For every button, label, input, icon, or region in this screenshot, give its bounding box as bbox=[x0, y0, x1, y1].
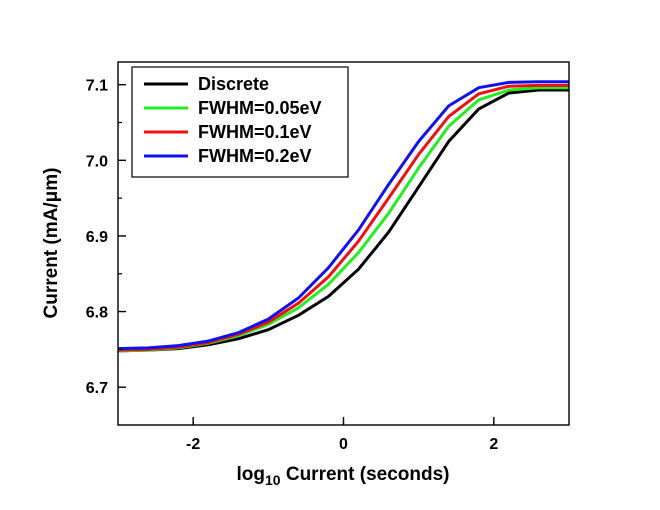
y-tick-label: 6.9 bbox=[86, 229, 108, 246]
y-tick-label: 6.8 bbox=[86, 305, 108, 322]
series-line-3 bbox=[117, 80, 569, 351]
y-tick-label: 7.0 bbox=[86, 153, 108, 170]
x-axis-title-subscript: 10 bbox=[265, 472, 281, 488]
plot-lines bbox=[117, 80, 569, 353]
y-tick-label: 7.1 bbox=[86, 78, 108, 95]
x-tick-label: 0 bbox=[339, 436, 348, 453]
x-axis-title-rest: Current (seconds) bbox=[281, 464, 450, 485]
legend-label-3: FWHM=0.2eV bbox=[198, 146, 312, 166]
legend-label-2: FWHM=0.1eV bbox=[198, 122, 312, 142]
legend-label-1: FWHM=0.05eV bbox=[198, 98, 322, 118]
x-tick-label: -2 bbox=[186, 436, 200, 453]
y-axis-title: Current (mA/μm) bbox=[41, 168, 62, 319]
x-tick-label: 2 bbox=[489, 436, 498, 453]
y-tick-label: 6.7 bbox=[86, 380, 108, 397]
x-axis-title-main: log bbox=[237, 464, 266, 485]
x-axis-title: log10 Current (seconds) bbox=[237, 464, 450, 488]
legend: Discrete FWHM=0.05eV FWHM=0.1eV FWHM=0.2eV bbox=[131, 66, 349, 178]
axis-ticks: -2 0 2 6.7 6.8 6.9 7.0 7.1 bbox=[86, 78, 499, 453]
legend-label-0: Discrete bbox=[198, 74, 269, 94]
